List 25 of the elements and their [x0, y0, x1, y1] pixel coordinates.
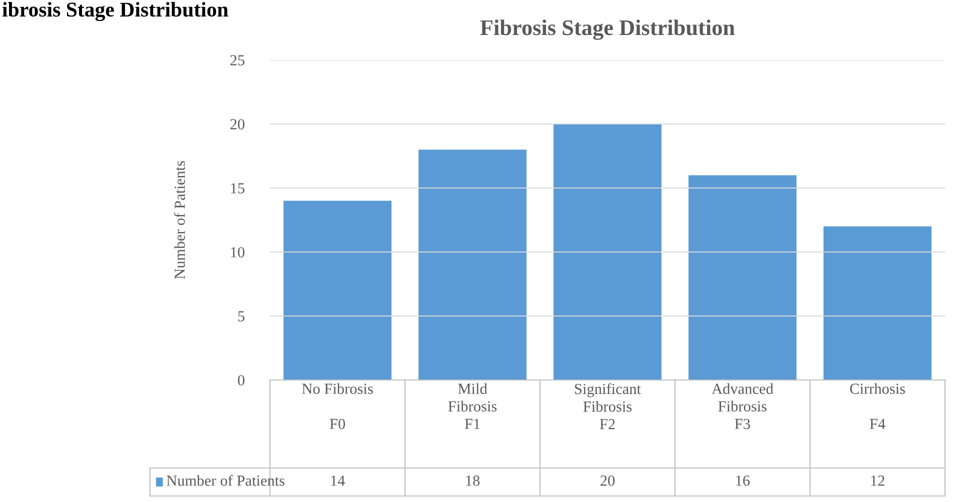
y-tick-label: 0	[238, 375, 244, 386]
legend-label: Number of Patients	[166, 474, 284, 486]
data-label: 18	[466, 476, 480, 486]
bar	[824, 226, 932, 380]
y-tick-label: 25	[230, 55, 244, 66]
data-label: 20	[600, 476, 615, 486]
chart-title: Fibrosis Stage Distribution	[480, 20, 735, 40]
y-tick-label: 10	[231, 247, 244, 258]
y-tick-label: 15	[231, 183, 244, 194]
bar	[688, 175, 796, 380]
data-label: 16	[736, 476, 750, 486]
x-tick-label: Advanced Fibrosis F3	[712, 383, 774, 430]
y-tick-label: 5	[238, 311, 244, 322]
y-axis-title: Number of Patients	[174, 161, 185, 279]
data-label: 14	[331, 476, 345, 486]
x-tick-label: Mild Fibrosis F1	[448, 383, 497, 429]
bar	[418, 150, 526, 380]
text: ibrosis Stage Distribution	[2, 2, 228, 22]
x-tick-label: Significant Fibrosis F2	[575, 383, 641, 430]
y-tick-label: 20	[230, 119, 244, 130]
bar	[284, 200, 392, 380]
bar	[554, 124, 662, 380]
category-label: Cirrhosis F4	[850, 383, 905, 429]
category-label: No Fibrosis F0	[302, 383, 373, 430]
data-label: 12	[871, 476, 884, 486]
